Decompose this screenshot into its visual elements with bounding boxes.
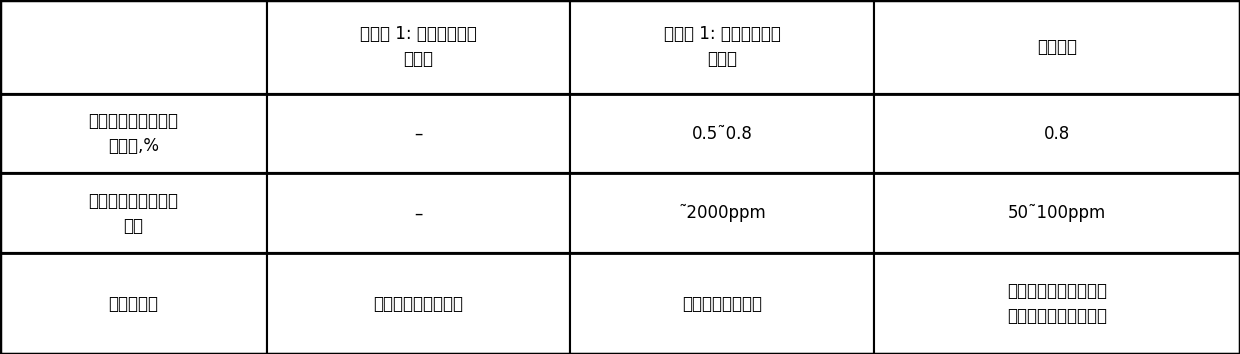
Text: 0.5˜0.8: 0.5˜0.8 <box>692 125 753 143</box>
Text: 下部烧焦段再生气含
水量: 下部烧焦段再生气含 水量 <box>88 192 179 235</box>
Bar <box>267 253 570 354</box>
Text: 再生气放空: 再生气放空 <box>108 295 159 313</box>
Bar <box>267 0 570 94</box>
Bar <box>874 94 1240 173</box>
Text: 本实施例: 本实施例 <box>1037 38 1078 56</box>
Bar <box>267 94 570 173</box>
Bar <box>570 0 874 94</box>
Text: 氯吸附达标大气放空: 氯吸附达标大气放空 <box>373 295 464 313</box>
Bar <box>570 94 874 173</box>
Text: –: – <box>414 204 423 222</box>
Bar <box>570 253 874 354</box>
Bar <box>0 94 267 173</box>
Bar <box>874 173 1240 253</box>
Bar <box>0 173 267 253</box>
Bar <box>267 173 570 253</box>
Text: 0.8: 0.8 <box>1044 125 1070 143</box>
Bar <box>874 253 1240 354</box>
Bar <box>874 0 1240 94</box>
Text: ˜2000ppm: ˜2000ppm <box>678 204 766 222</box>
Text: 氯吸附罐吸附及脱氯罐
固体脱氯达标大气放空: 氯吸附罐吸附及脱氯罐 固体脱氯达标大气放空 <box>1007 282 1107 325</box>
Bar <box>0 253 267 354</box>
Text: –: – <box>414 125 423 143</box>
Text: 下部烧焦段入口氧体
积分数,%: 下部烧焦段入口氧体 积分数,% <box>88 112 179 155</box>
Text: 对比例 1: 再生气体热循
环方式: 对比例 1: 再生气体热循 环方式 <box>360 25 477 68</box>
Text: 50˜100ppm: 50˜100ppm <box>1008 204 1106 222</box>
Text: 对比例 1: 再生气体冷循
环方式: 对比例 1: 再生气体冷循 环方式 <box>663 25 781 68</box>
Bar <box>0 0 267 94</box>
Bar <box>570 173 874 253</box>
Text: 碱洗达标大气放空: 碱洗达标大气放空 <box>682 295 763 313</box>
